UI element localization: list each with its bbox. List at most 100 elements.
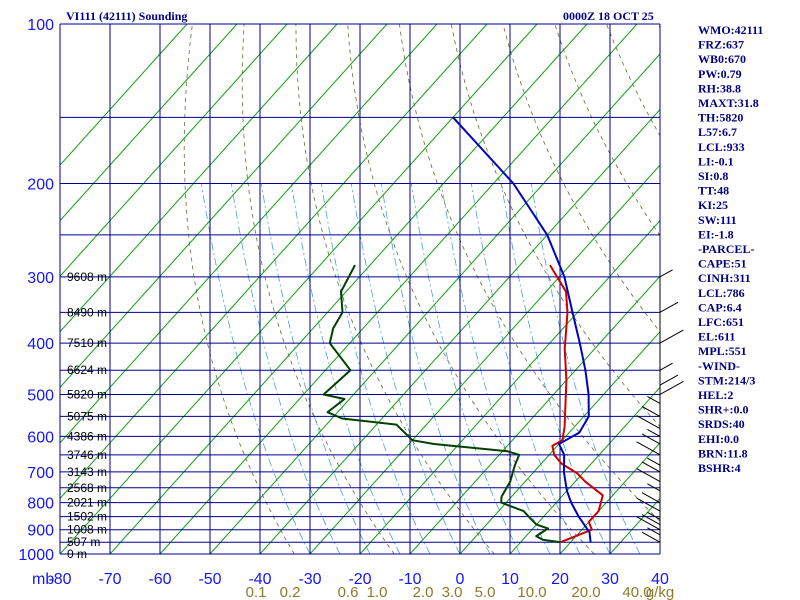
stat-line: -PARCEL-	[698, 242, 754, 256]
wind-barb	[636, 516, 661, 531]
chart-title-right: 0000Z 18 OCT 25	[563, 9, 654, 23]
temperature-tick-label: -20	[348, 571, 371, 588]
pressure-tick-label: 800	[27, 496, 54, 513]
wind-barb	[636, 468, 661, 482]
temperature-tick-label: -60	[148, 571, 171, 588]
moist-adiabat	[290, 183, 401, 554]
isotherm	[509, 386, 660, 554]
temperature-tick-label: 10	[501, 571, 519, 588]
wind-barb	[647, 396, 661, 404]
stat-line: EL:611	[698, 330, 735, 344]
isotherm	[60, 24, 538, 554]
temperature-tick-label: -80	[48, 571, 71, 588]
stat-line: CAPE:51	[698, 257, 747, 271]
mixing-ratio-label: 20.0	[571, 584, 600, 600]
wind-barb	[641, 461, 661, 473]
height-label: 9608 m	[67, 270, 107, 284]
stats-panel: WMO:42111FRZ:637WB0:670PW:0.79RH:38.8MAX…	[698, 23, 763, 475]
stat-line: WB0:670	[698, 52, 746, 66]
temperature-tick-label: 20	[551, 571, 569, 588]
mixing-ratio-label: 0.1	[246, 584, 267, 600]
height-label: 2021 m	[67, 496, 107, 510]
isotherms	[60, 24, 660, 554]
pressure-tick-label: 200	[27, 177, 54, 194]
sounding-line-1	[549, 264, 604, 544]
height-label: 4386 m	[67, 429, 107, 443]
height-label: 2568 m	[67, 481, 107, 495]
moist-adiabat	[320, 183, 431, 554]
wind-barb	[647, 483, 661, 492]
moist-adiabat	[470, 183, 581, 554]
isotherm	[60, 24, 188, 166]
wind-barb	[659, 374, 679, 386]
wind-barb	[647, 428, 661, 437]
stat-line: L57:6.7	[698, 125, 737, 139]
moist-adiabat	[440, 183, 551, 554]
isotherm	[459, 331, 660, 554]
pressure-tick-label: 900	[27, 523, 54, 540]
height-label: 8490 m	[67, 305, 107, 319]
height-label: 507 m	[67, 535, 100, 549]
dry-adiabat	[295, 24, 495, 554]
height-label: 0 m	[67, 547, 87, 561]
mixing-ratio-label: 10.0	[517, 584, 546, 600]
stat-line: FRZ:637	[698, 38, 744, 52]
stat-line: BRN:11.8	[698, 446, 748, 460]
mixing-ratio-label: 3.0	[442, 584, 463, 600]
mixing-ratio-label: 5.0	[475, 584, 496, 600]
mixing-ratio-labels: 0.1 0.2 0.6 1.0 2.0 3.0 5.0 10.0 20.0 40.0g/kg	[246, 584, 675, 600]
temperature-tick-label: -30	[298, 571, 321, 588]
mixing-ratio-label: 2.0	[413, 584, 434, 600]
dry-adiabat	[183, 24, 295, 554]
moist-adiabat	[200, 183, 311, 554]
chart-title-left: VI111 (42111) Sounding	[66, 9, 187, 23]
wind-barb	[647, 457, 661, 466]
stat-line: RH:38.8	[698, 81, 741, 95]
temperature-tick-label: 0	[456, 571, 465, 588]
stat-line: HEL:2	[698, 388, 733, 402]
wind-barb	[641, 405, 661, 417]
temperature-tick-label: -50	[198, 571, 221, 588]
stat-line: CAP:6.4	[698, 300, 742, 314]
isotherm	[309, 164, 660, 554]
stat-line: CINH:311	[698, 271, 751, 285]
stat-line: PW:0.79	[698, 67, 742, 81]
isotherm	[109, 24, 588, 554]
moist-adiabat	[260, 183, 371, 554]
stat-line: MPL:551	[698, 344, 747, 358]
temperature-tick-labels: mb-80 -70 -60 -50 -40 -30 -20 -10 0 10 20 30 40	[32, 571, 669, 588]
mixing-ratio-unit: g/kg	[646, 584, 674, 600]
isotherm	[559, 442, 660, 554]
moist-adiabat	[230, 183, 341, 554]
wind-barb	[636, 497, 661, 512]
isotherm	[359, 219, 660, 554]
temperature-tick-label: -10	[398, 571, 421, 588]
stat-line: LCL:933	[698, 140, 745, 154]
stat-line: KI:25	[698, 198, 728, 212]
isotherm	[60, 24, 338, 333]
mixing-ratio-label: 40.0	[622, 584, 651, 600]
isotherm	[60, 24, 438, 444]
pressure-tick-label: 300	[27, 270, 54, 287]
stat-line: WMO:42111	[698, 23, 763, 37]
pressure-tick-label: 400	[27, 336, 54, 353]
wind-barb	[647, 511, 661, 520]
mixing-ratio-label: 0.6	[338, 584, 359, 600]
grid	[59, 23, 661, 555]
dry-adiabat	[762, 24, 800, 554]
height-label: 5820 m	[67, 387, 107, 401]
mixing-ratio-label: 1.0	[367, 584, 388, 600]
wind-barb	[647, 527, 661, 536]
wind-barb	[641, 492, 661, 504]
stat-line: LCL:786	[698, 286, 745, 300]
pressure-tick-label: 500	[27, 387, 54, 404]
moist-adiabat	[530, 183, 641, 554]
sounding-line-3	[322, 264, 561, 544]
wind-barb	[636, 415, 661, 430]
wind-barb	[659, 301, 679, 313]
isotherm	[60, 24, 288, 277]
stat-line: EHI:0.0	[698, 432, 739, 446]
wind-barb	[641, 531, 661, 543]
height-label: 6624 m	[67, 363, 107, 377]
